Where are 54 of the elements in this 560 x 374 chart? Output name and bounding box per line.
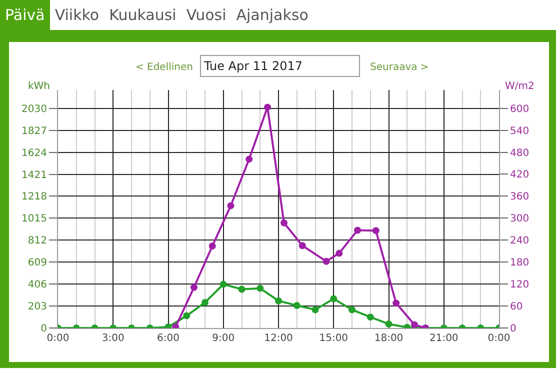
point — [336, 250, 343, 257]
y-tick-label: 0 — [40, 324, 47, 334]
text: Päivä — [0, 0, 50, 30]
y2-tick-label: 300 — [510, 214, 530, 225]
point — [410, 321, 418, 328]
y2-tick-label: 0 — [510, 324, 516, 334]
y-tick-label: 203 — [28, 302, 47, 313]
y-tick-label: 1218 — [22, 192, 47, 203]
x-tick-label: 0:00 — [46, 333, 70, 344]
y2-axis-title: W/m2 — [505, 81, 534, 92]
y-tick-label: 1624 — [22, 148, 47, 159]
point — [354, 226, 362, 234]
x-tick-label: 9:00 — [212, 333, 235, 344]
y-tick-label: 1421 — [22, 170, 47, 181]
y2-tick-label: 180 — [510, 258, 530, 269]
point — [280, 219, 288, 226]
y-tick-label: 812 — [28, 236, 47, 247]
y-tick-label: 2030 — [22, 104, 47, 115]
x-tick-label: 6:00 — [157, 333, 180, 344]
point — [372, 227, 380, 234]
text: Vuosi — [185, 5, 228, 26]
y2-tick-label: 600 — [510, 104, 530, 115]
text: Seuraava > — [370, 62, 429, 73]
y-tick-label: 1827 — [22, 126, 47, 137]
point — [264, 104, 271, 111]
y2-tick-label: 420 — [510, 170, 530, 181]
x-tick-label: 18:00 — [374, 333, 404, 344]
y-tick-label: 406 — [28, 280, 47, 291]
text: Kuukausi — [108, 5, 178, 26]
y2-tick-label: 240 — [510, 236, 530, 247]
point — [190, 284, 198, 291]
chart-title: Tue Apr 11 2017 — [200, 55, 360, 77]
text: < Edellinen — [135, 62, 193, 73]
y2-tick-label: 360 — [510, 192, 530, 203]
y-axis-title: kWh — [28, 81, 50, 92]
point — [227, 202, 234, 210]
point — [246, 156, 253, 163]
point — [392, 300, 400, 307]
x-tick-label: 15:00 — [319, 333, 348, 344]
x-tick-label: 12:00 — [264, 333, 293, 344]
y2-tick-label: 120 — [510, 280, 530, 291]
y-tick-label: 1015 — [22, 214, 47, 225]
point — [322, 258, 330, 265]
text: Ajanjakso — [235, 5, 310, 26]
y-tick-label: 609 — [28, 258, 47, 269]
text: Viikko — [54, 5, 100, 26]
y2-tick-label: 540 — [510, 126, 530, 137]
x-tick-label: 21:00 — [429, 333, 458, 344]
x-tick-label: 0:00 — [488, 333, 510, 344]
x-tick-label: 3:00 — [102, 333, 124, 344]
y2-tick-label: 60 — [510, 302, 523, 313]
point — [208, 242, 216, 250]
point — [298, 242, 306, 250]
y2-tick-label: 480 — [510, 148, 530, 159]
